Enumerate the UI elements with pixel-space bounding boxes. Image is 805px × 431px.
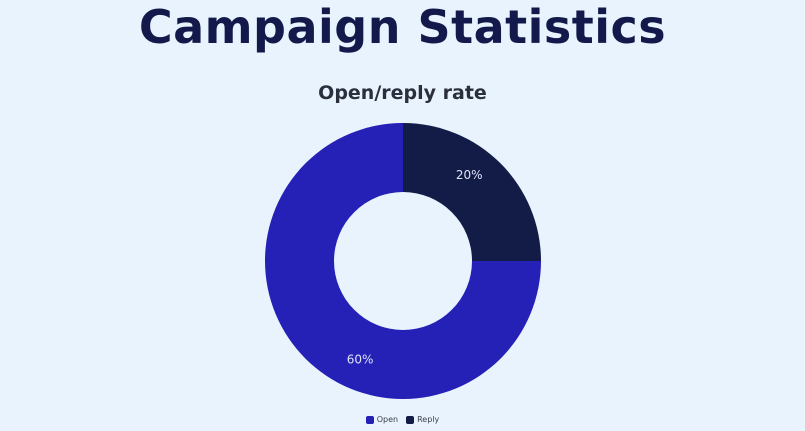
legend-swatch-reply — [406, 415, 415, 424]
legend-item-reply[interactable]: Reply — [406, 415, 439, 424]
donut-slice-reply[interactable] — [403, 123, 541, 261]
legend-label-reply: Reply — [417, 415, 440, 424]
page-title: Campaign Statistics — [138, 0, 667, 54]
donut-slice-open[interactable] — [265, 123, 541, 399]
legend-item-open[interactable]: Open — [365, 415, 399, 424]
chart-legend: Open Reply — [0, 415, 805, 424]
data-label-reply: 20% — [456, 168, 483, 182]
donut-slices — [265, 123, 541, 399]
data-label-open: 60% — [347, 353, 374, 367]
legend-swatch-open — [365, 415, 374, 424]
chart-title: Open/reply rate — [318, 82, 487, 104]
legend-label-open: Open — [376, 415, 399, 424]
donut-data-labels: 20% 60% — [347, 168, 483, 366]
